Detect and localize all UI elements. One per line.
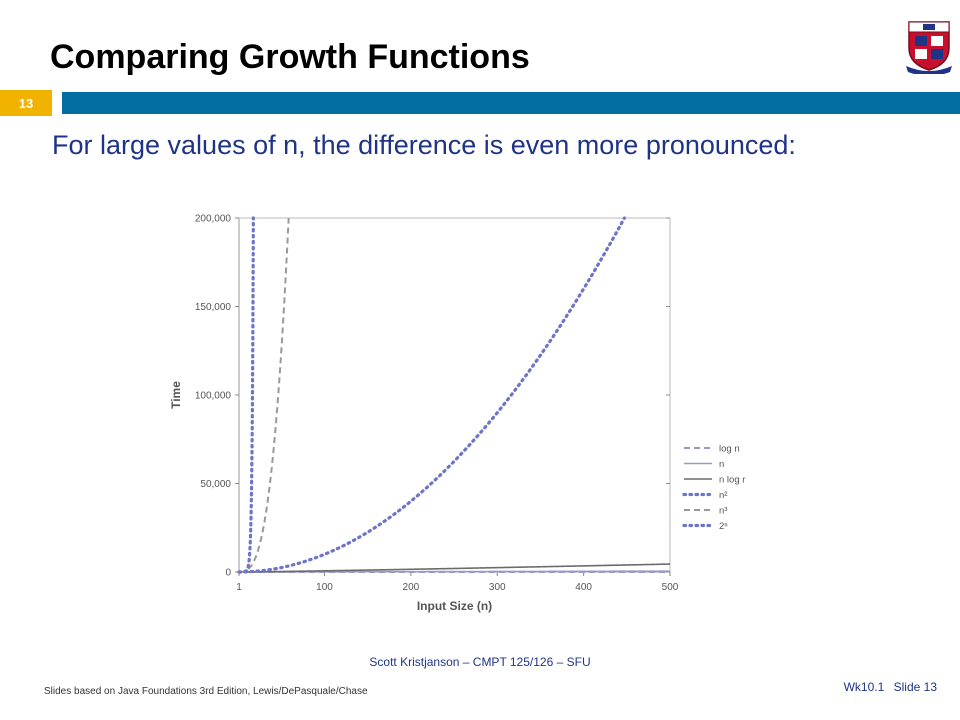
footer-slide-info: Wk10.1 Slide 13 [844, 680, 937, 694]
slide-number-badge: 13 [0, 90, 52, 116]
legend-label-5: 2ⁿ [719, 521, 728, 532]
footer-slide-number: Slide 13 [893, 680, 937, 694]
x-tick-label: 500 [662, 582, 679, 593]
y-axis-label: Time [169, 381, 183, 409]
series-line-2 [239, 563, 670, 573]
x-tick-label: 300 [489, 582, 506, 593]
legend-label-4: n³ [719, 506, 727, 517]
x-tick-label: 100 [316, 582, 333, 593]
x-tick-label: 400 [575, 582, 592, 593]
legend-label-0: log n [719, 444, 740, 455]
series-line-4 [238, 217, 290, 573]
series-line-3 [237, 216, 627, 574]
growth-functions-chart: 0 50,000 100,000 150,000 200,000 1 100 200 300 40… [169, 214, 745, 614]
footer-week: Wk10.1 [843, 680, 885, 694]
x-tick-label: 200 [403, 582, 420, 593]
footer-source: Slides based on Java Foundations 3rd Edi… [44, 686, 368, 697]
legend-label-2: n log r [719, 475, 745, 486]
y-tick-label: 200,000 [195, 214, 232, 225]
series-line-1 [239, 570, 670, 573]
y-tick-label: 0 [225, 568, 231, 579]
y-tick-label: 150,000 [195, 302, 232, 313]
legend-label-3: n² [719, 490, 727, 501]
slide-subtitle: For large values of n, the difference is… [52, 130, 796, 160]
series-line-5 [237, 216, 255, 574]
x-axis-label: Input Size (n) [417, 599, 492, 613]
x-tick-label: 1 [236, 582, 242, 593]
legend-label-1: n [719, 459, 724, 470]
footer-author: Scott Kristjanson – CMPT 125/126 – SFU [369, 655, 591, 669]
y-tick-label: 100,000 [195, 391, 232, 402]
y-tick-label: 50,000 [200, 479, 231, 490]
university-crest-icon [906, 21, 952, 74]
slide-title: Comparing Growth Functions [50, 38, 530, 76]
title-bar [62, 92, 960, 114]
